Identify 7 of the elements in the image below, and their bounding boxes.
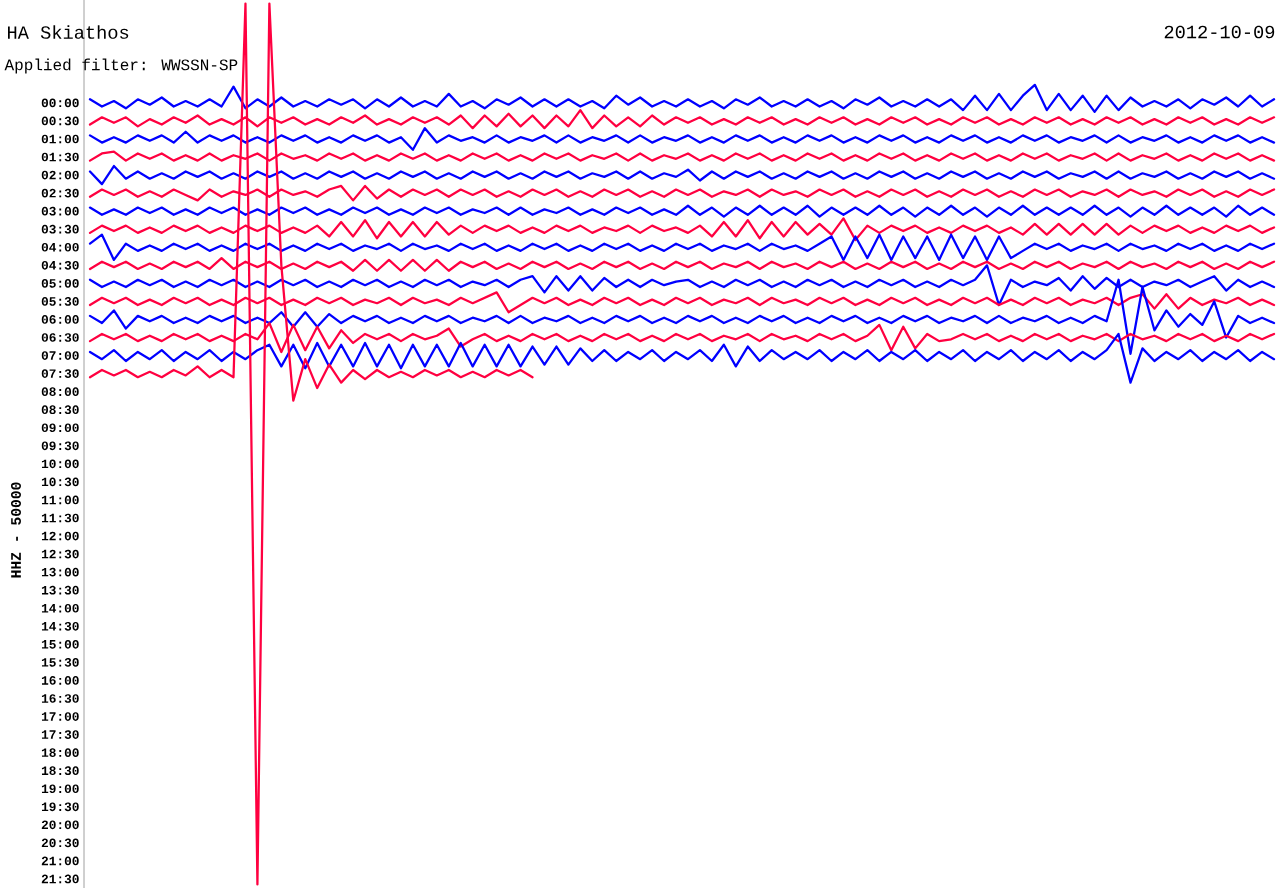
text: Applied filter: WWSSN-SP xyxy=(4,58,238,74)
line-series xyxy=(88,164,1276,186)
line-series xyxy=(88,83,1276,114)
text: HA Skiathos xyxy=(8,25,129,39)
line-series xyxy=(88,127,1276,151)
annotation: 2012-10-09 xyxy=(1164,25,1275,39)
line-series xyxy=(88,332,1276,384)
